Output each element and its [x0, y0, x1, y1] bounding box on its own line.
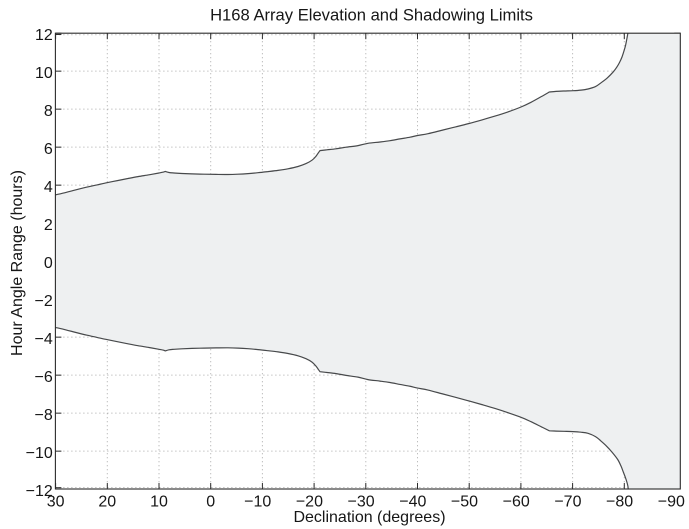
svg-text:−4: −4 — [35, 331, 53, 348]
svg-text:8: 8 — [44, 103, 53, 120]
svg-text:10: 10 — [35, 65, 53, 82]
svg-text:6: 6 — [44, 141, 53, 158]
svg-text:H168 Array Elevation and Shado: H168 Array Elevation and Shadowing Limit… — [210, 6, 533, 25]
svg-text:−6: −6 — [35, 369, 53, 386]
svg-text:−10: −10 — [26, 445, 53, 462]
svg-text:10: 10 — [150, 494, 168, 511]
svg-text:20: 20 — [98, 494, 116, 511]
svg-text:−10: −10 — [244, 494, 271, 511]
svg-text:−70: −70 — [554, 494, 581, 511]
svg-text:−50: −50 — [451, 494, 478, 511]
svg-text:2: 2 — [44, 217, 53, 234]
svg-text:−60: −60 — [503, 494, 530, 511]
svg-text:−40: −40 — [399, 494, 426, 511]
svg-text:−8: −8 — [35, 407, 53, 424]
svg-text:−80: −80 — [606, 494, 633, 511]
svg-text:−30: −30 — [348, 494, 375, 511]
svg-text:4: 4 — [44, 179, 53, 196]
svg-text:30: 30 — [47, 494, 65, 511]
svg-text:−12: −12 — [26, 483, 53, 500]
svg-text:12: 12 — [35, 27, 53, 44]
svg-text:0: 0 — [206, 494, 215, 511]
svg-text:0: 0 — [44, 255, 53, 272]
svg-text:−2: −2 — [35, 293, 53, 310]
svg-text:Declination (degrees): Declination (degrees) — [293, 509, 445, 526]
svg-text:−20: −20 — [296, 494, 323, 511]
svg-text:−90: −90 — [658, 494, 685, 511]
svg-text:Hour Angle Range (hours): Hour Angle Range (hours) — [9, 170, 26, 356]
